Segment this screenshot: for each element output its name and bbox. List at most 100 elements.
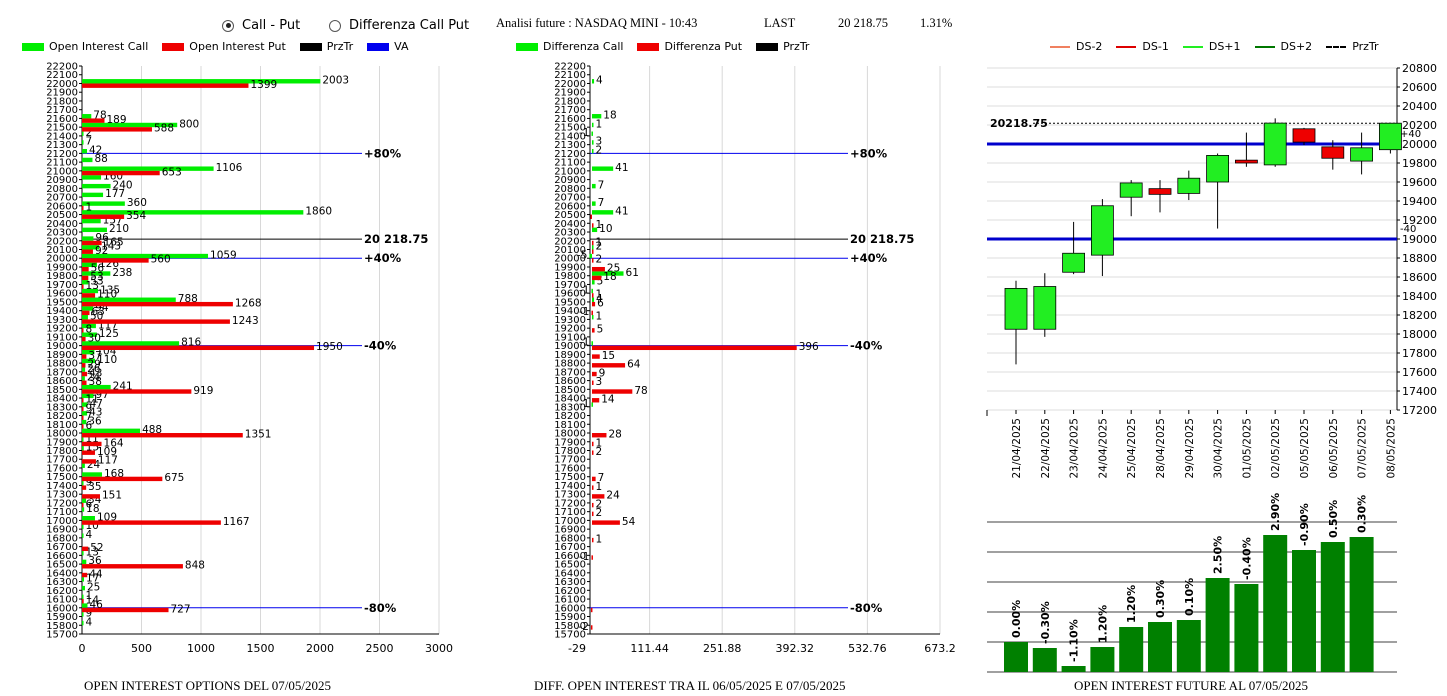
strike-label: 20800 [554,184,586,195]
bar-value-label: 1860 [305,206,332,218]
change-pct: 1.31% [920,16,953,30]
strike-label: 19600 [46,289,78,300]
bar [82,612,84,617]
bar [82,170,160,176]
bar-value-label: 189 [106,114,126,126]
legend-put: Open Interest Put [162,40,286,53]
legend-label: PrzTr [1352,40,1379,53]
strike-label: 16400 [554,568,586,579]
strike-label: 16700 [554,542,586,553]
header-title: Analisi future : NASDAQ MINI - 10:43 [496,16,698,30]
bar [82,406,84,412]
bar-value-label: 4 [86,616,93,628]
legend-diff-call: Differenza Call [516,40,623,53]
bar-value-label: 1106 [216,162,243,174]
bar-value-label: 1167 [223,516,250,528]
future-bar [1061,666,1086,672]
bar-value-label: 3 [596,136,603,148]
bar [82,118,105,123]
strike-label: 20500 [46,210,78,221]
x-tick-label: 111.44 [630,642,669,655]
legend-label: DS-2 [1076,40,1103,53]
left-legend: Open Interest Call Open Interest Put Prz… [22,40,423,53]
mode-option-differenza[interactable]: Differenza Call Put [329,18,469,33]
candle-body [1119,182,1143,198]
bar [591,345,797,351]
strike-label: 16000 [46,603,78,614]
x-tick-label: -29 [568,642,586,655]
bar [82,175,102,180]
bar-value-label: 2 [595,144,602,156]
y-tick-label: 20600 [1402,81,1437,94]
strike-label: 16800 [46,533,78,544]
bar [82,516,95,521]
bar [82,280,89,285]
legend-label: Open Interest Put [189,40,286,53]
bar [82,157,93,163]
bar [591,341,593,346]
strike-label: 21300 [554,140,586,151]
bar-value-label: 36 [88,415,102,427]
last-price-label: 20218.75 [990,117,1048,130]
y-tick-label: 20000 [1402,138,1437,151]
bar-value-label: 52 [90,542,103,554]
bar [82,459,96,464]
bar [82,166,214,171]
bar [591,275,602,281]
strike-label: 17900 [46,437,78,448]
bar-value-label: 109 [97,446,117,458]
bar-value-label: 14 [601,394,615,406]
bar [82,275,89,281]
bar-value-label: 53 [90,276,103,288]
strike-label: 18800 [554,359,586,370]
date-label: 22/04/2025 [1040,418,1052,479]
strike-label: 20100 [554,245,586,256]
bar [591,389,633,394]
bar-value-label: 7 [598,179,605,191]
future-bar-label: -0.30% [1039,601,1052,644]
bar-value-label: 24 [606,490,620,502]
strike-label: 20300 [46,228,78,239]
strike-label: 16300 [554,577,586,588]
bar-value-label: 7 [86,136,93,148]
date-label: 25/04/2025 [1126,418,1138,479]
reference-label: 20 218.75 [364,232,428,246]
left-caption: OPEN INTEREST OPTIONS DEL 07/05/2025 [84,678,331,693]
bar [591,201,596,206]
bar [591,450,594,455]
strike-label: 19800 [554,271,586,282]
radio-unselected-icon[interactable] [329,19,341,32]
legend-swatch [637,42,660,51]
legend-swatch [299,42,322,51]
bar-value-label: 1 [595,236,602,248]
bar-value-label: 30 [88,332,101,344]
bar-value-label: 10 [599,223,612,235]
future-bar-label: 2.90% [1269,493,1282,531]
future-bar-label: 0.50% [1327,500,1340,538]
bar [82,205,84,211]
bar-value-label: 4 [86,529,93,541]
bar-value-label: -5 [577,249,587,261]
candle-body [1206,155,1230,183]
strike-label: 18600 [46,376,78,387]
bar [82,214,125,219]
middle-caption: DIFF. OPEN INTEREST TRA IL 06/05/2025 E … [534,678,846,693]
future-bar [1263,535,1288,672]
strike-label: 18300 [46,402,78,413]
legend-line [1116,45,1137,48]
legend-label: DS+2 [1280,40,1313,53]
reference-label: -80% [364,601,397,615]
strike-label: 17900 [554,437,586,448]
bar-value-label: 2003 [322,75,349,87]
bar-value-label: 210 [109,223,129,235]
mode-option-call-put[interactable]: Call - Put [222,18,300,33]
legend-prztr: PrzTr [299,40,353,53]
y-tick-label: 19000 [1402,233,1437,246]
y-tick-label: 17800 [1402,347,1437,360]
strike-label: 18400 [46,394,78,405]
bar-value-label: 7 [86,411,93,423]
bar-value-label: 44 [89,568,103,580]
open-interest-chart: 0 500 1000 1500 2000 2500 30002220022100220002… [46,62,453,656]
strike-label: 19500 [46,297,78,308]
radio-selected-icon[interactable] [222,19,234,32]
